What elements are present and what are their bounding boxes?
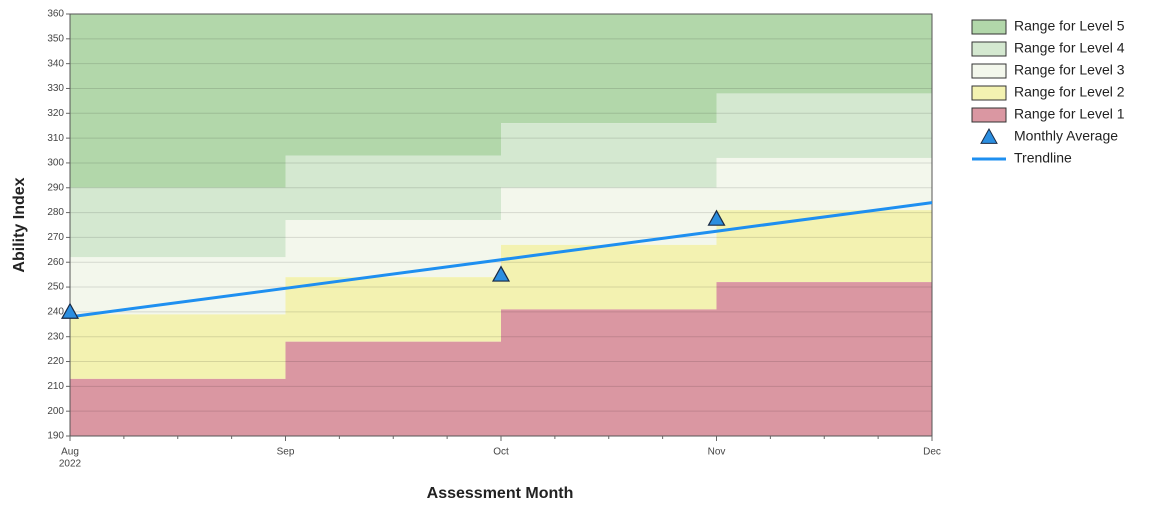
range-area xyxy=(716,14,932,94)
legend-label: Range for Level 5 xyxy=(1014,18,1125,34)
y-tick-label: 200 xyxy=(47,406,64,417)
y-tick-label: 250 xyxy=(47,282,64,293)
y-tick-label: 320 xyxy=(47,108,64,119)
monthly-average-point xyxy=(491,265,511,282)
range-area xyxy=(716,157,932,211)
legend-label: Monthly Average xyxy=(1014,128,1118,144)
y-tick-label: 330 xyxy=(47,83,64,94)
y-tick-label: 360 xyxy=(47,9,64,20)
range-area xyxy=(70,14,286,188)
x-tick-label: Nov xyxy=(708,447,726,458)
x-axis-label: Assessment Month xyxy=(427,485,574,502)
range-area xyxy=(285,14,501,156)
y-tick-label: 220 xyxy=(47,356,64,367)
y-tick-label: 270 xyxy=(47,232,64,243)
y-tick-label: 210 xyxy=(47,381,64,392)
y-tick-label: 260 xyxy=(47,257,64,268)
legend-swatch xyxy=(971,63,1007,79)
legend-swatch xyxy=(971,19,1007,35)
y-tick-label: 340 xyxy=(47,58,64,69)
monthly-average-point xyxy=(60,302,80,319)
range-area xyxy=(285,277,501,342)
legend-marker xyxy=(980,127,998,144)
legend-label: Range for Level 3 xyxy=(1014,62,1125,78)
y-tick-label: 280 xyxy=(47,207,64,218)
legend-label: Range for Level 4 xyxy=(1014,40,1125,56)
x-tick-label: Sep xyxy=(277,447,295,458)
legend-swatch xyxy=(971,85,1007,101)
range-area xyxy=(70,187,286,258)
x-tick-label: Aug xyxy=(61,447,79,458)
y-tick-label: 190 xyxy=(47,431,64,442)
y-tick-label: 240 xyxy=(47,307,64,318)
y-tick-label: 350 xyxy=(47,33,64,44)
legend-label: Range for Level 2 xyxy=(1014,84,1125,100)
trendline xyxy=(69,201,933,319)
legend-label: Trendline xyxy=(1014,150,1072,166)
y-tick-label: 300 xyxy=(47,158,64,169)
legend-swatch xyxy=(971,41,1007,57)
x-tick-year: 2022 xyxy=(59,459,82,470)
y-tick-label: 310 xyxy=(47,133,64,144)
range-area xyxy=(716,93,932,158)
x-tick-label: Dec xyxy=(923,447,941,458)
y-tick-label: 230 xyxy=(47,331,64,342)
range-area xyxy=(501,14,717,124)
range-area xyxy=(70,378,286,436)
y-tick-label: 290 xyxy=(47,182,64,193)
range-area xyxy=(716,210,932,283)
legend-label: Range for Level 1 xyxy=(1014,106,1125,122)
y-axis-label: Ability Index xyxy=(11,177,28,272)
x-tick-label: Oct xyxy=(493,447,509,458)
range-area xyxy=(285,220,501,278)
monthly-average-point xyxy=(707,209,726,226)
range-area xyxy=(70,257,286,315)
range-area xyxy=(501,309,717,436)
range-area xyxy=(285,155,501,221)
legend-swatch xyxy=(971,107,1007,123)
range-area xyxy=(285,341,501,436)
range-area xyxy=(70,314,286,379)
range-area xyxy=(716,282,932,436)
range-area xyxy=(501,123,717,188)
